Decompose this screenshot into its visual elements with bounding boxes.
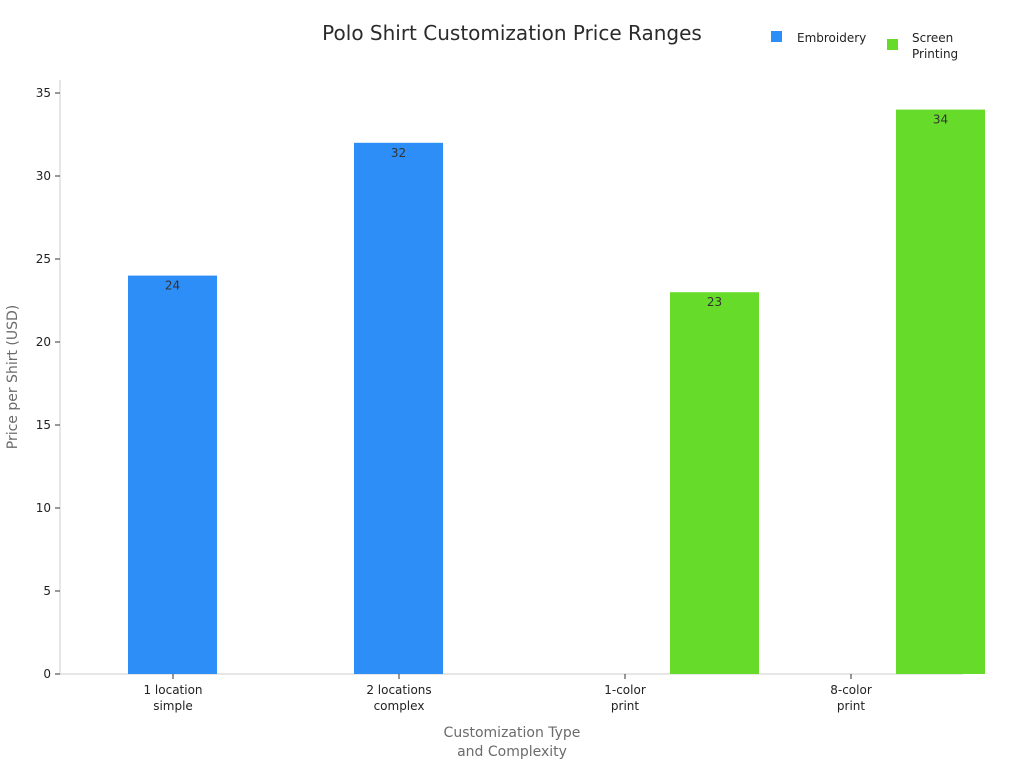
x-ticks: 1 location simple 2 locations complex 1-colo…	[143, 674, 872, 713]
bars	[128, 109, 985, 675]
y-axis-title: Price per Shirt (USD)	[5, 305, 21, 450]
legend-label: Embroidery	[797, 31, 866, 45]
bar	[670, 292, 759, 674]
y-tick-label: 20	[36, 335, 51, 349]
data-label: 32	[391, 146, 406, 160]
y-tick-label: 10	[36, 501, 51, 515]
chart-title: Polo Shirt Customization Price Ranges	[322, 21, 702, 45]
bar	[896, 109, 985, 675]
y-ticks: 0 5 10 15 20 25 30 35	[36, 86, 60, 681]
y-tick-label: 15	[36, 418, 51, 432]
data-label: 23	[707, 295, 722, 309]
legend: Embroidery Screen Printing	[771, 31, 958, 61]
legend-swatch	[887, 39, 898, 50]
data-labels: 24 32 23 34	[165, 113, 948, 310]
y-tick-label: 0	[43, 667, 51, 681]
x-axis-title: Customization Type and Complexity	[444, 725, 581, 760]
x-tick-label: 1 location simple	[143, 683, 202, 713]
legend-label: Screen Printing	[912, 31, 958, 61]
y-tick-label: 5	[43, 584, 51, 598]
x-tick-label: 1-color print	[604, 683, 646, 713]
y-tick-label: 30	[36, 169, 51, 183]
x-tick-label: 8-color print	[830, 683, 872, 713]
data-label: 34	[933, 113, 948, 127]
x-tick-label: 2 locations complex	[366, 683, 431, 713]
bar	[354, 142, 443, 675]
y-tick-label: 25	[36, 252, 51, 266]
legend-swatch	[771, 31, 782, 42]
y-tick-label: 35	[36, 86, 51, 100]
data-label: 24	[165, 279, 180, 293]
bar	[128, 275, 217, 674]
